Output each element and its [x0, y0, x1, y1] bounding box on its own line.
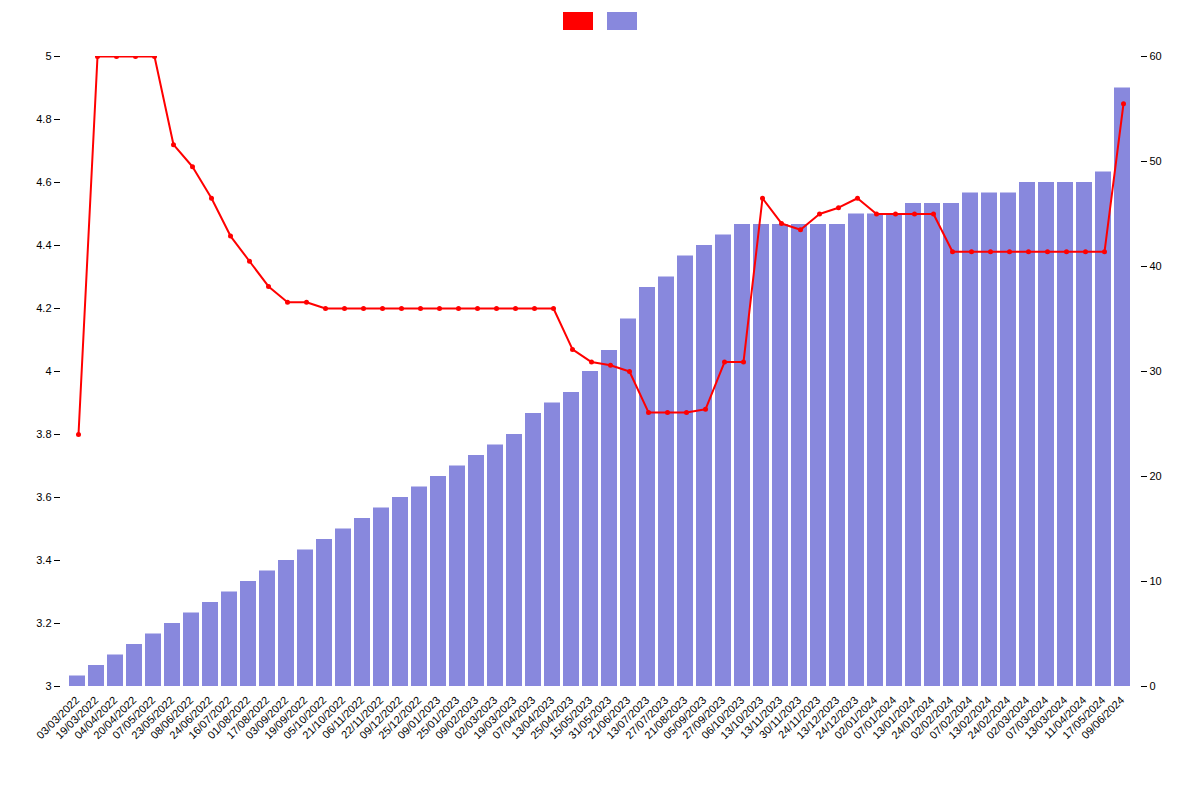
svg-text:07/01/2024: 07/01/2024 — [851, 693, 899, 742]
svg-text:02/01/2024: 02/01/2024 — [832, 693, 880, 742]
svg-text:21/06/2023: 21/06/2023 — [585, 693, 633, 742]
svg-text:08/06/2022: 08/06/2022 — [148, 693, 196, 742]
svg-text:19/03/2022: 19/03/2022 — [53, 693, 101, 742]
svg-text:3: 3 — [45, 680, 51, 692]
svg-text:13/04/2023: 13/04/2023 — [509, 693, 557, 742]
svg-text:13/07/2023: 13/07/2023 — [604, 693, 652, 742]
svg-text:06/10/2023: 06/10/2023 — [699, 693, 747, 742]
svg-text:31/05/2023: 31/05/2023 — [566, 693, 614, 742]
svg-text:24/02/2024: 24/02/2024 — [965, 693, 1013, 742]
svg-text:0: 0 — [1150, 680, 1156, 692]
svg-text:17/08/2022: 17/08/2022 — [224, 693, 272, 742]
svg-text:16/07/2022: 16/07/2022 — [186, 693, 234, 742]
svg-text:4.6: 4.6 — [36, 176, 51, 188]
svg-text:24/12/2023: 24/12/2023 — [813, 693, 861, 742]
svg-text:13/11/2023: 13/11/2023 — [737, 693, 785, 741]
svg-text:01/08/2022: 01/08/2022 — [205, 693, 253, 742]
svg-text:09/01/2023: 09/01/2023 — [395, 693, 443, 742]
svg-text:13/12/2023: 13/12/2023 — [794, 693, 842, 742]
svg-text:07/04/2023: 07/04/2023 — [490, 693, 538, 742]
svg-text:09/12/2022: 09/12/2022 — [357, 693, 405, 742]
svg-text:05/10/2022: 05/10/2022 — [281, 693, 329, 742]
svg-text:24/01/2024: 24/01/2024 — [889, 693, 937, 742]
svg-text:13/10/2023: 13/10/2023 — [718, 693, 766, 742]
svg-text:5: 5 — [45, 50, 51, 62]
svg-text:3.6: 3.6 — [36, 491, 51, 503]
svg-text:3.8: 3.8 — [36, 428, 51, 440]
svg-text:07/03/2024: 07/03/2024 — [1003, 693, 1051, 742]
svg-text:60: 60 — [1150, 50, 1162, 62]
svg-text:50: 50 — [1150, 155, 1162, 167]
svg-text:22/11/2022: 22/11/2022 — [338, 693, 386, 741]
svg-text:20: 20 — [1150, 470, 1162, 482]
svg-text:19/03/2023: 19/03/2023 — [471, 693, 519, 742]
svg-text:4.2: 4.2 — [36, 302, 51, 314]
svg-text:24/11/2023: 24/11/2023 — [775, 693, 823, 741]
svg-text:25/12/2022: 25/12/2022 — [376, 693, 424, 742]
svg-text:30/11/2023: 30/11/2023 — [756, 693, 804, 741]
svg-text:04/04/2022: 04/04/2022 — [72, 693, 120, 742]
svg-text:40: 40 — [1150, 260, 1162, 272]
svg-text:20/04/2022: 20/04/2022 — [91, 693, 139, 742]
svg-text:05/09/2023: 05/09/2023 — [661, 693, 709, 742]
svg-text:13/03/2024: 13/03/2024 — [1022, 693, 1070, 742]
svg-text:02/03/2024: 02/03/2024 — [984, 693, 1032, 742]
svg-text:02/02/2024: 02/02/2024 — [908, 693, 956, 742]
svg-text:06/11/2022: 06/11/2022 — [319, 693, 367, 741]
svg-text:10: 10 — [1150, 575, 1162, 587]
svg-text:21/10/2022: 21/10/2022 — [300, 693, 348, 742]
svg-text:25/04/2023: 25/04/2023 — [528, 693, 576, 742]
svg-text:4: 4 — [45, 365, 51, 377]
svg-text:4.4: 4.4 — [36, 239, 51, 251]
svg-text:4.8: 4.8 — [36, 113, 51, 125]
svg-text:3.2: 3.2 — [36, 617, 51, 629]
svg-text:13/02/2024: 13/02/2024 — [946, 693, 994, 742]
svg-text:23/05/2022: 23/05/2022 — [129, 693, 177, 742]
svg-text:13/01/2024: 13/01/2024 — [870, 693, 918, 742]
svg-text:15/05/2023: 15/05/2023 — [547, 693, 595, 742]
svg-text:09/02/2023: 09/02/2023 — [433, 693, 481, 742]
svg-text:19/09/2022: 19/09/2022 — [262, 693, 310, 742]
svg-text:27/09/2023: 27/09/2023 — [680, 693, 728, 742]
svg-text:3.4: 3.4 — [36, 554, 51, 566]
svg-text:25/01/2023: 25/01/2023 — [414, 693, 462, 742]
svg-text:09/06/2024: 09/06/2024 — [1079, 694, 1126, 741]
svg-text:07/02/2024: 07/02/2024 — [927, 693, 975, 742]
svg-text:17/05/2024: 17/05/2024 — [1060, 693, 1108, 742]
svg-text:30: 30 — [1150, 365, 1162, 377]
svg-text:03/03/2022: 03/03/2022 — [34, 693, 82, 742]
svg-text:21/08/2023: 21/08/2023 — [642, 693, 690, 742]
svg-text:07/05/2022: 07/05/2022 — [110, 693, 158, 742]
svg-text:11/04/2024: 11/04/2024 — [1041, 693, 1089, 741]
svg-text:02/03/2023: 02/03/2023 — [452, 693, 500, 742]
svg-text:27/07/2023: 27/07/2023 — [623, 693, 671, 742]
svg-text:24/06/2022: 24/06/2022 — [167, 693, 215, 742]
svg-text:03/09/2022: 03/09/2022 — [243, 693, 291, 742]
